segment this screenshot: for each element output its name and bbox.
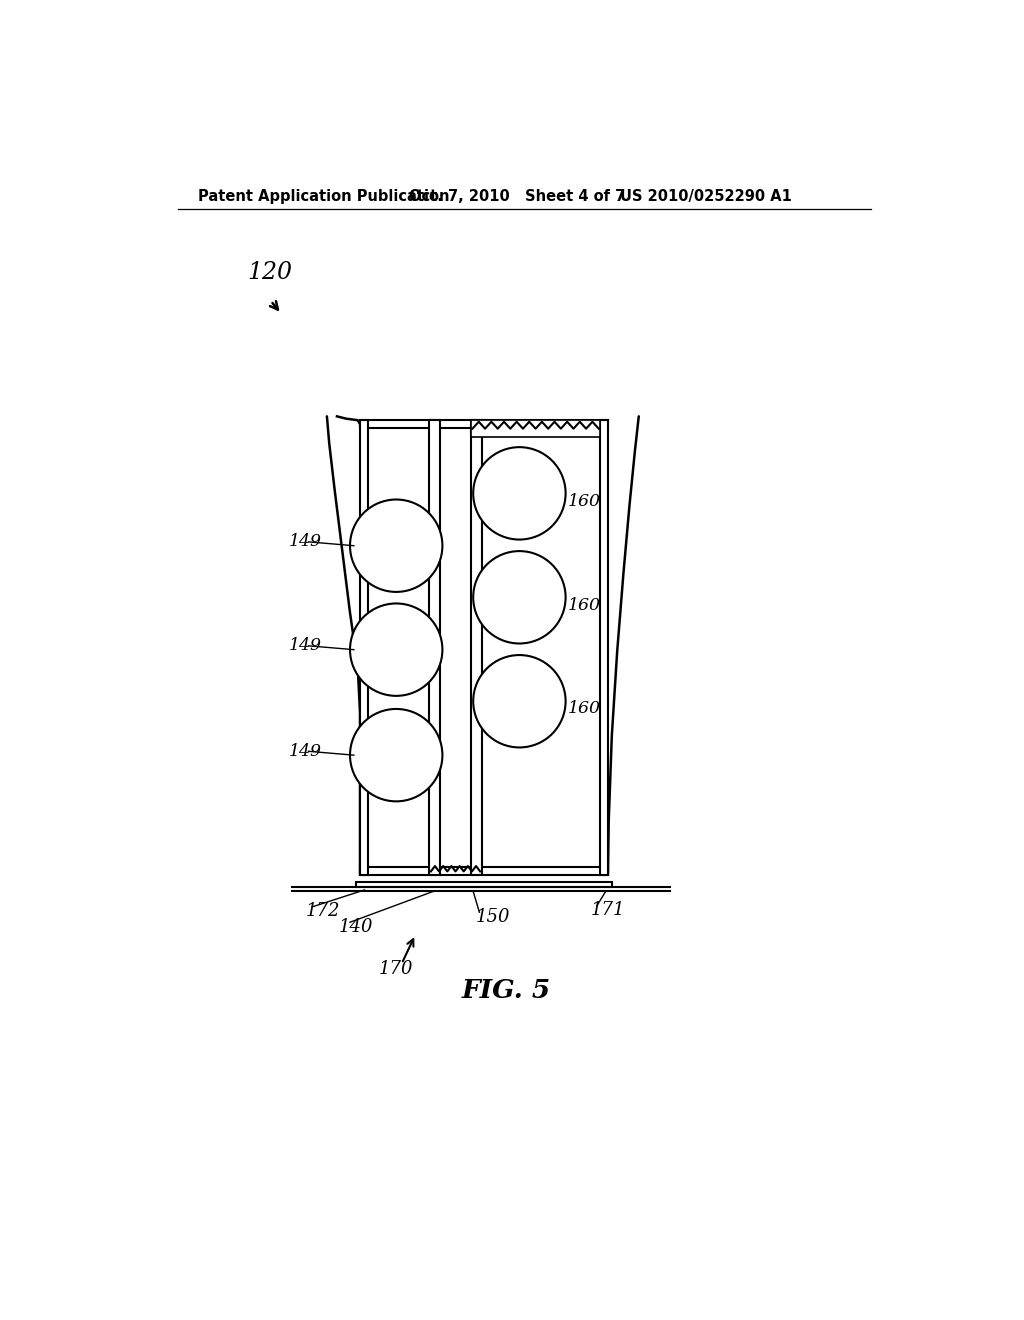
- Text: 171: 171: [591, 902, 626, 919]
- Bar: [429, 420, 440, 875]
- Text: 170: 170: [379, 960, 413, 978]
- Text: 149: 149: [289, 533, 322, 550]
- Circle shape: [473, 447, 565, 540]
- Bar: [360, 420, 608, 428]
- Circle shape: [350, 709, 442, 801]
- Text: US 2010/0252290 A1: US 2010/0252290 A1: [620, 189, 792, 205]
- Text: 140: 140: [339, 917, 373, 936]
- Bar: [360, 420, 368, 875]
- Text: Patent Application Publication: Patent Application Publication: [199, 189, 450, 205]
- Bar: [356, 882, 611, 887]
- Text: 149: 149: [289, 743, 322, 760]
- Text: 160: 160: [568, 492, 601, 510]
- Text: 150: 150: [475, 908, 510, 925]
- Text: 149: 149: [289, 638, 322, 655]
- Bar: [471, 420, 481, 875]
- Text: 160: 160: [568, 597, 601, 614]
- Text: 120: 120: [248, 261, 293, 284]
- Circle shape: [473, 552, 565, 644]
- Bar: [600, 420, 608, 875]
- Bar: [360, 867, 608, 875]
- Text: Oct. 7, 2010   Sheet 4 of 7: Oct. 7, 2010 Sheet 4 of 7: [410, 189, 626, 205]
- Bar: [471, 420, 600, 437]
- Text: FIG. 5: FIG. 5: [462, 978, 551, 1002]
- Text: 160: 160: [568, 701, 601, 718]
- Circle shape: [350, 499, 442, 591]
- Circle shape: [350, 603, 442, 696]
- Text: 172: 172: [306, 903, 341, 920]
- Circle shape: [473, 655, 565, 747]
